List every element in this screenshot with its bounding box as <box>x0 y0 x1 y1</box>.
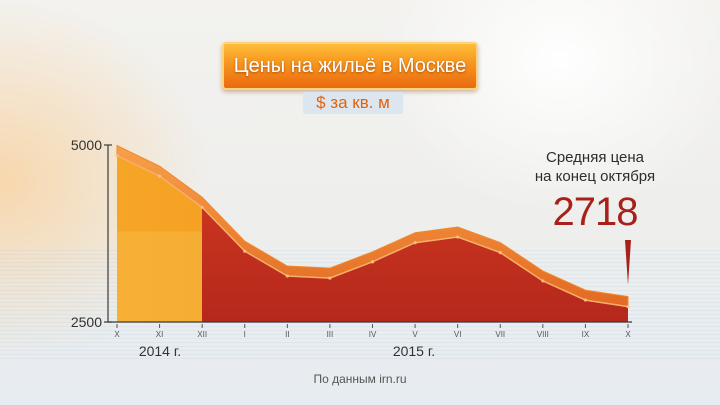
data-point <box>115 154 119 158</box>
latest-value-pin <box>625 240 631 285</box>
year-label-2014: 2014 г. <box>139 343 181 359</box>
x-tick-label: X <box>114 330 120 339</box>
data-point <box>370 260 375 264</box>
y-tick-label: 2500 <box>71 314 102 330</box>
chart-subtitle: $ за кв. м <box>303 92 403 114</box>
x-tick-label: V <box>412 330 418 339</box>
x-tick-label: I <box>244 330 246 339</box>
x-tick-label: VI <box>454 330 462 339</box>
annotation-label: Средняя цена на конец октября <box>515 148 675 186</box>
annotation-line-2: на конец октября <box>534 168 656 185</box>
area-2015 <box>202 207 628 322</box>
annotation-value: 2718 <box>552 190 639 234</box>
x-tick-label: III <box>327 330 334 339</box>
data-point <box>157 174 162 178</box>
source-note: По данным irn.ru <box>313 372 407 386</box>
data-point <box>243 249 247 253</box>
data-point <box>328 276 332 280</box>
area-2014-highlight <box>117 231 202 322</box>
data-point <box>200 205 204 209</box>
chart-title: Цены на жильё в Москве <box>222 42 478 90</box>
data-point <box>413 241 417 245</box>
area-2014 <box>117 155 202 322</box>
data-point <box>498 251 502 255</box>
data-point <box>456 235 460 239</box>
data-point <box>541 279 545 283</box>
year-label-2015: 2015 г. <box>393 343 435 359</box>
y-tick-label: 5000 <box>71 137 102 153</box>
x-tick-label: IX <box>582 330 590 339</box>
x-tick-label: IV <box>369 330 377 339</box>
x-tick-label: II <box>285 330 289 339</box>
data-point <box>285 274 289 278</box>
x-tick-label: X <box>625 330 631 339</box>
x-tick-label: VII <box>495 330 505 339</box>
annotation-line-1: Средняя цена <box>545 149 645 166</box>
data-point <box>626 304 630 309</box>
x-tick-label: VIII <box>537 330 549 339</box>
x-tick-label: XI <box>156 330 164 339</box>
x-tick-label: XII <box>197 330 207 339</box>
data-point <box>583 298 588 302</box>
